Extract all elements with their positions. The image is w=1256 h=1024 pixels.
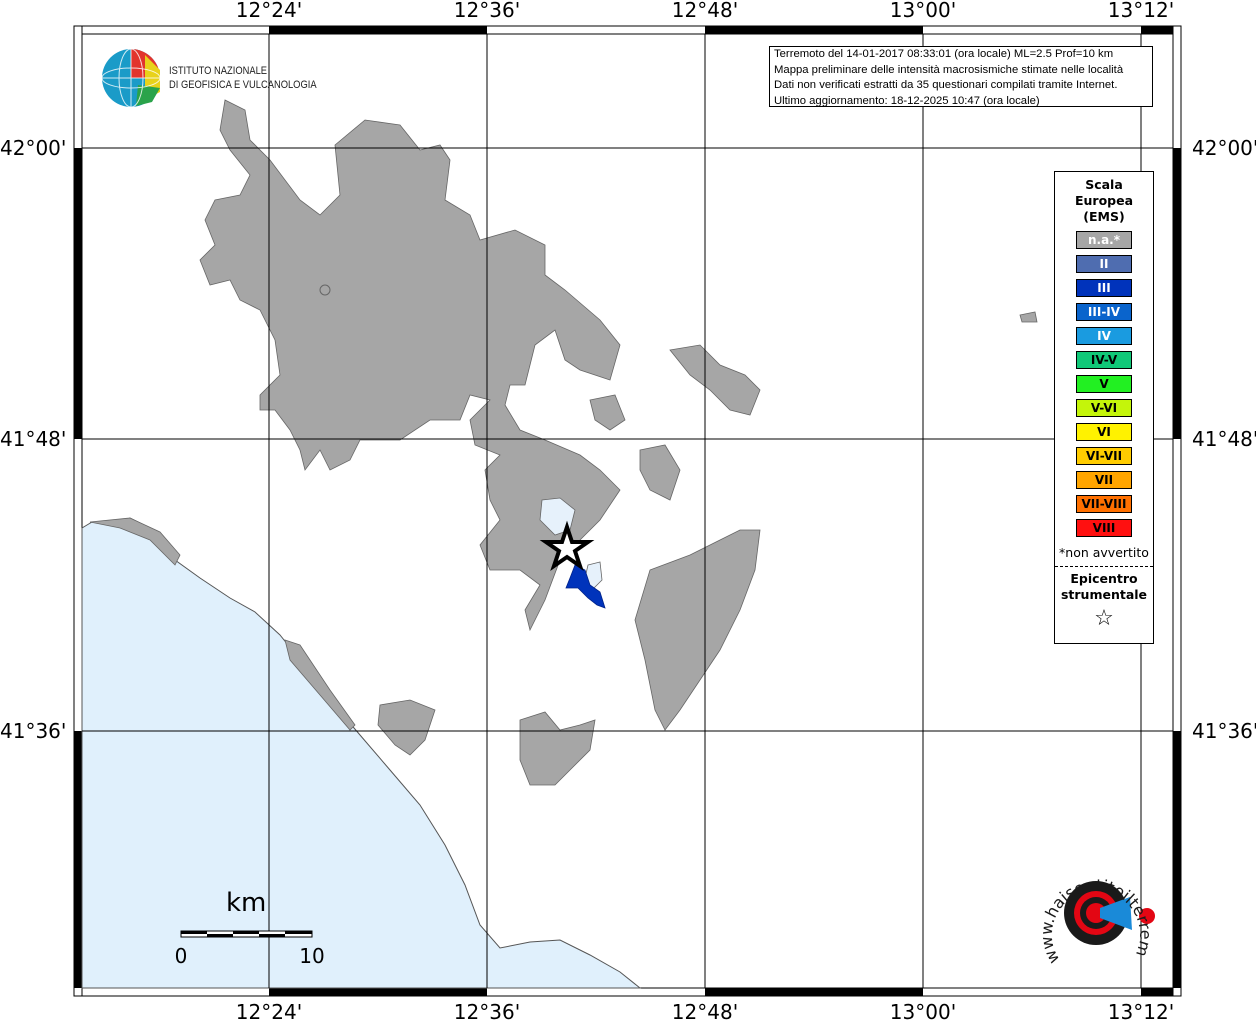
epicenter-star-icon[interactable] xyxy=(539,520,595,572)
rome-area xyxy=(199,99,621,632)
lat-tick-label: 42°00' xyxy=(0,136,67,160)
ingv-logo-text: ISTITUTO NAZIONALE DI GEOFISICA E VULCAN… xyxy=(169,64,317,92)
legend-title: Scala Europea (EMS) xyxy=(1055,177,1153,225)
legend-item: IV xyxy=(1076,327,1132,345)
legend-item: VII-VIII xyxy=(1076,495,1132,513)
lat-tick-label: 41°36' xyxy=(1192,719,1256,743)
intensity-area-III xyxy=(565,564,606,609)
lat-tick-label: 42°00' xyxy=(1192,136,1256,160)
map-frame-border xyxy=(73,25,1182,997)
legend-item: III-IV xyxy=(1076,303,1132,321)
legend-epicenter-title: Epicentro strumentale xyxy=(1055,571,1153,603)
legend-item: VII xyxy=(1076,471,1132,489)
scale-min-label: 0 xyxy=(174,944,188,968)
legend-title-line: Europea xyxy=(1074,193,1134,208)
legend-item: II xyxy=(1076,255,1132,273)
lon-tick-label: 12°36' xyxy=(453,1000,521,1024)
lon-tick-label: 12°36' xyxy=(453,0,521,22)
ingv-logo-icon xyxy=(101,48,161,108)
legend-item: VIII xyxy=(1076,519,1132,537)
legend-title-line: (EMS) xyxy=(1083,209,1125,224)
legend-epicenter-line: strumentale xyxy=(1060,587,1148,602)
info-line: Ultimo aggiornamento: 18-12-2025 10:47 (… xyxy=(774,94,1040,107)
legend-divider xyxy=(1055,566,1153,567)
lon-tick-label: 12°24' xyxy=(235,1000,303,1024)
scale-bar xyxy=(180,930,313,938)
info-line: Dati non verificati estratti da 35 quest… xyxy=(774,79,1118,91)
legend-note: *non avvertito xyxy=(1059,545,1149,560)
legend-item: V xyxy=(1076,375,1132,393)
info-line: Terremoto del 14-01-2017 08:33:01 (ora l… xyxy=(774,48,1114,60)
legend-item: VI xyxy=(1076,423,1132,441)
legend-item: n.a.* xyxy=(1076,231,1132,249)
lon-tick-label: 12°24' xyxy=(235,0,303,22)
lon-tick-label: 13°12' xyxy=(1107,0,1175,22)
epicenter-legend-star-icon: ☆ xyxy=(1094,606,1114,631)
legend-item: IV-V xyxy=(1076,351,1132,369)
legend-item: VI-VII xyxy=(1076,447,1132,465)
lon-tick-label: 13°00' xyxy=(889,1000,957,1024)
lon-tick-label: 12°48' xyxy=(671,1000,739,1024)
ingv-line1: ISTITUTO NAZIONALE xyxy=(169,65,268,77)
lon-tick-label: 12°48' xyxy=(671,0,739,22)
ems-legend: Scala Europea (EMS) n.a.* II III III-IV IV IV… xyxy=(1054,171,1154,644)
municipality-areas xyxy=(89,99,1038,786)
lat-tick-label: 41°36' xyxy=(0,719,67,743)
lat-tick-label: 41°48' xyxy=(1192,427,1256,451)
scale-unit: km xyxy=(226,888,267,918)
legend-title-line: Scala xyxy=(1085,177,1123,192)
legend-item: III xyxy=(1076,279,1132,297)
ingv-line2: DI GEOFISICA E VULCANOLOGIA xyxy=(169,79,317,91)
lon-tick-label: 13°00' xyxy=(889,0,957,22)
legend-epicenter-line: Epicentro xyxy=(1070,571,1138,586)
lat-tick-label: 41°48' xyxy=(0,427,67,451)
scale-max-label: 10 xyxy=(299,944,325,968)
earthquake-info-box: Terremoto del 14-01-2017 08:33:01 (ora l… xyxy=(769,46,1153,107)
lon-tick-label: 13°12' xyxy=(1107,1000,1175,1024)
legend-item: V-VI xyxy=(1076,399,1132,417)
info-line: Mappa preliminare delle intensità macros… xyxy=(774,63,1124,76)
